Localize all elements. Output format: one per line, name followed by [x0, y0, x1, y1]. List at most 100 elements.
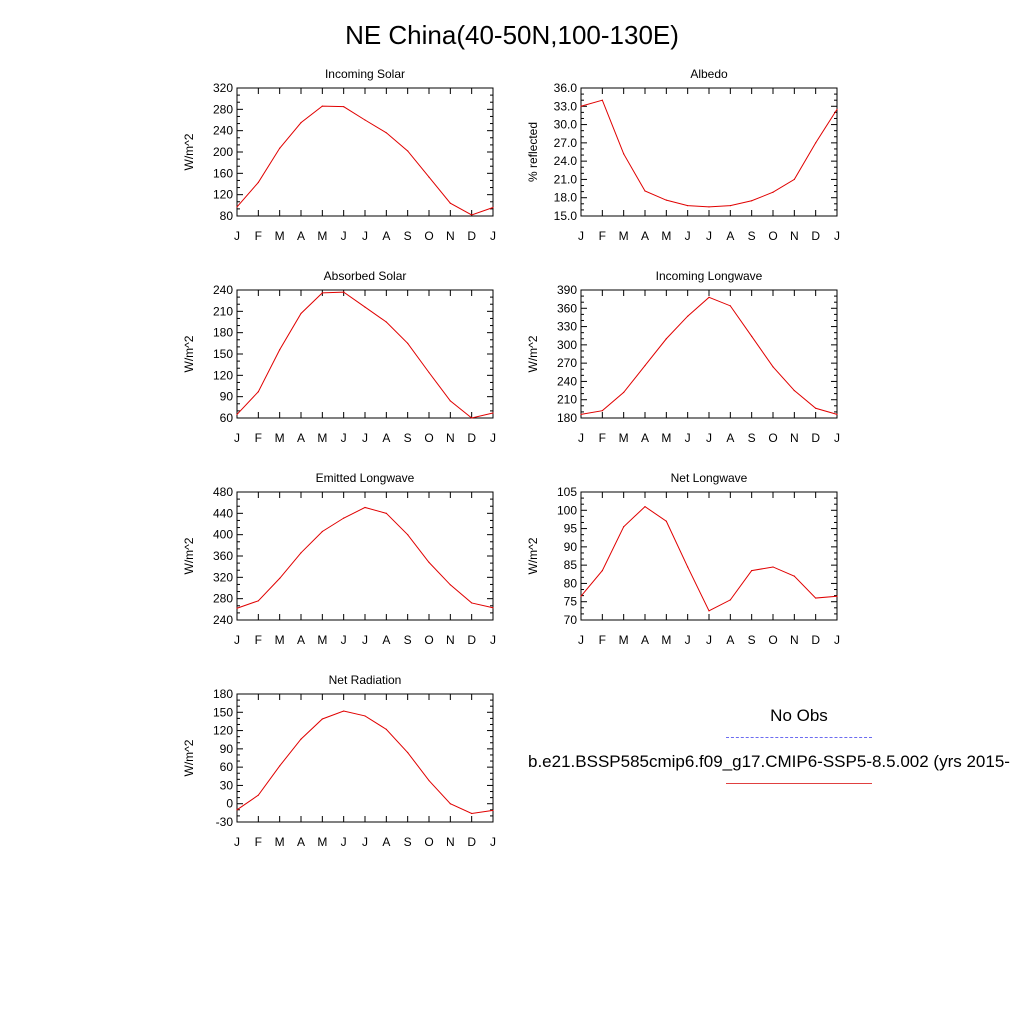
- x-tick-label: F: [255, 633, 262, 647]
- y-tick-label: 80: [564, 576, 578, 590]
- x-tick-label: J: [834, 633, 840, 647]
- x-tick-label: J: [578, 229, 584, 243]
- plot-frame: [580, 289, 838, 419]
- y-axis-label: W/m^2: [182, 739, 196, 776]
- y-tick-label: 85: [564, 558, 578, 572]
- x-tick-label: M: [275, 835, 285, 849]
- x-tick-label: M: [275, 431, 285, 445]
- x-tick-label: J: [341, 431, 347, 445]
- data-point: [687, 566, 689, 568]
- y-axis-label: W/m^2: [526, 537, 540, 574]
- y-axis-label: W/m^2: [526, 335, 540, 372]
- y-tick-label: 210: [557, 393, 577, 407]
- data-point: [492, 809, 494, 812]
- x-tick-label: J: [685, 633, 691, 647]
- data-point: [343, 517, 345, 519]
- data-point: [385, 321, 387, 323]
- x-tick-label: N: [446, 835, 455, 849]
- data-point: [279, 577, 281, 580]
- series-line: [236, 506, 494, 609]
- data-point: [793, 178, 795, 181]
- data-point: [385, 512, 387, 514]
- x-tick-label: A: [641, 431, 649, 445]
- plot-frame: [236, 693, 494, 823]
- data-point: [279, 349, 281, 351]
- x-tick-label: M: [661, 229, 671, 243]
- data-point: [665, 338, 667, 340]
- data-point: [623, 391, 625, 393]
- data-point: [772, 366, 774, 368]
- x-tick-label: F: [599, 229, 606, 243]
- x-tick-label: F: [599, 431, 606, 445]
- x-tick-label: A: [641, 633, 649, 647]
- y-tick-label: 30.0: [554, 118, 578, 132]
- data-point: [300, 312, 302, 315]
- y-tick-label: 320: [213, 570, 233, 584]
- x-tick-label: J: [234, 633, 240, 647]
- x-tick-label: M: [661, 633, 671, 647]
- data-point: [623, 526, 625, 528]
- panel-title: Albedo: [690, 67, 728, 81]
- y-tick-label: 240: [213, 124, 233, 138]
- x-tick-label: A: [297, 633, 305, 647]
- x-tick-label: M: [275, 229, 285, 243]
- data-point: [300, 738, 302, 740]
- x-tick-label: S: [748, 229, 756, 243]
- series-line: [580, 99, 838, 208]
- data-point: [449, 803, 451, 805]
- data-point: [279, 765, 281, 767]
- plot-frame: [580, 491, 838, 621]
- x-tick-label: M: [317, 431, 327, 445]
- x-tick-label: J: [362, 633, 368, 647]
- plot-frame: [580, 87, 838, 217]
- data-point: [601, 410, 603, 412]
- data-point: [428, 561, 430, 564]
- x-tick-label: A: [297, 229, 305, 243]
- y-tick-label: 15.0: [554, 209, 578, 223]
- x-tick-label: N: [790, 229, 799, 243]
- x-tick-label: M: [661, 431, 671, 445]
- x-tick-label: M: [619, 229, 629, 243]
- x-tick-label: J: [490, 633, 496, 647]
- x-tick-label: D: [811, 633, 820, 647]
- data-point: [257, 391, 259, 393]
- x-tick-label: A: [726, 633, 734, 647]
- x-tick-label: J: [362, 431, 368, 445]
- x-tick-label: O: [424, 229, 433, 243]
- y-tick-label: 90: [564, 540, 578, 554]
- y-tick-label: 280: [213, 592, 233, 606]
- x-tick-label: M: [619, 431, 629, 445]
- y-tick-label: 30: [220, 778, 234, 792]
- y-tick-label: 180: [557, 411, 577, 425]
- x-tick-label: N: [446, 431, 455, 445]
- data-point: [492, 412, 494, 414]
- data-point: [708, 610, 710, 612]
- data-point: [751, 335, 753, 337]
- x-tick-label: J: [490, 431, 496, 445]
- panel-title: Incoming Solar: [325, 67, 405, 81]
- y-tick-label: 60: [220, 411, 234, 425]
- y-tick-label: 120: [213, 368, 233, 382]
- y-tick-label: 390: [557, 283, 577, 297]
- x-tick-label: A: [641, 229, 649, 243]
- data-point: [257, 794, 259, 796]
- x-tick-label: J: [685, 431, 691, 445]
- x-tick-label: J: [706, 431, 712, 445]
- panel-title: Net Longwave: [671, 471, 748, 485]
- x-tick-label: J: [490, 229, 496, 243]
- data-point: [815, 142, 817, 144]
- x-tick-label: O: [424, 835, 433, 849]
- data-point: [793, 389, 795, 392]
- y-tick-label: 36.0: [554, 81, 578, 95]
- data-point: [385, 728, 387, 730]
- y-axis-label: W/m^2: [182, 133, 196, 170]
- data-point: [449, 584, 451, 586]
- page-title: NE China(40-50N,100-130E): [345, 20, 679, 50]
- x-tick-label: S: [404, 835, 412, 849]
- y-axis-label: % reflected: [526, 122, 540, 182]
- data-point: [580, 105, 582, 107]
- x-tick-label: F: [255, 431, 262, 445]
- x-tick-label: O: [768, 229, 777, 243]
